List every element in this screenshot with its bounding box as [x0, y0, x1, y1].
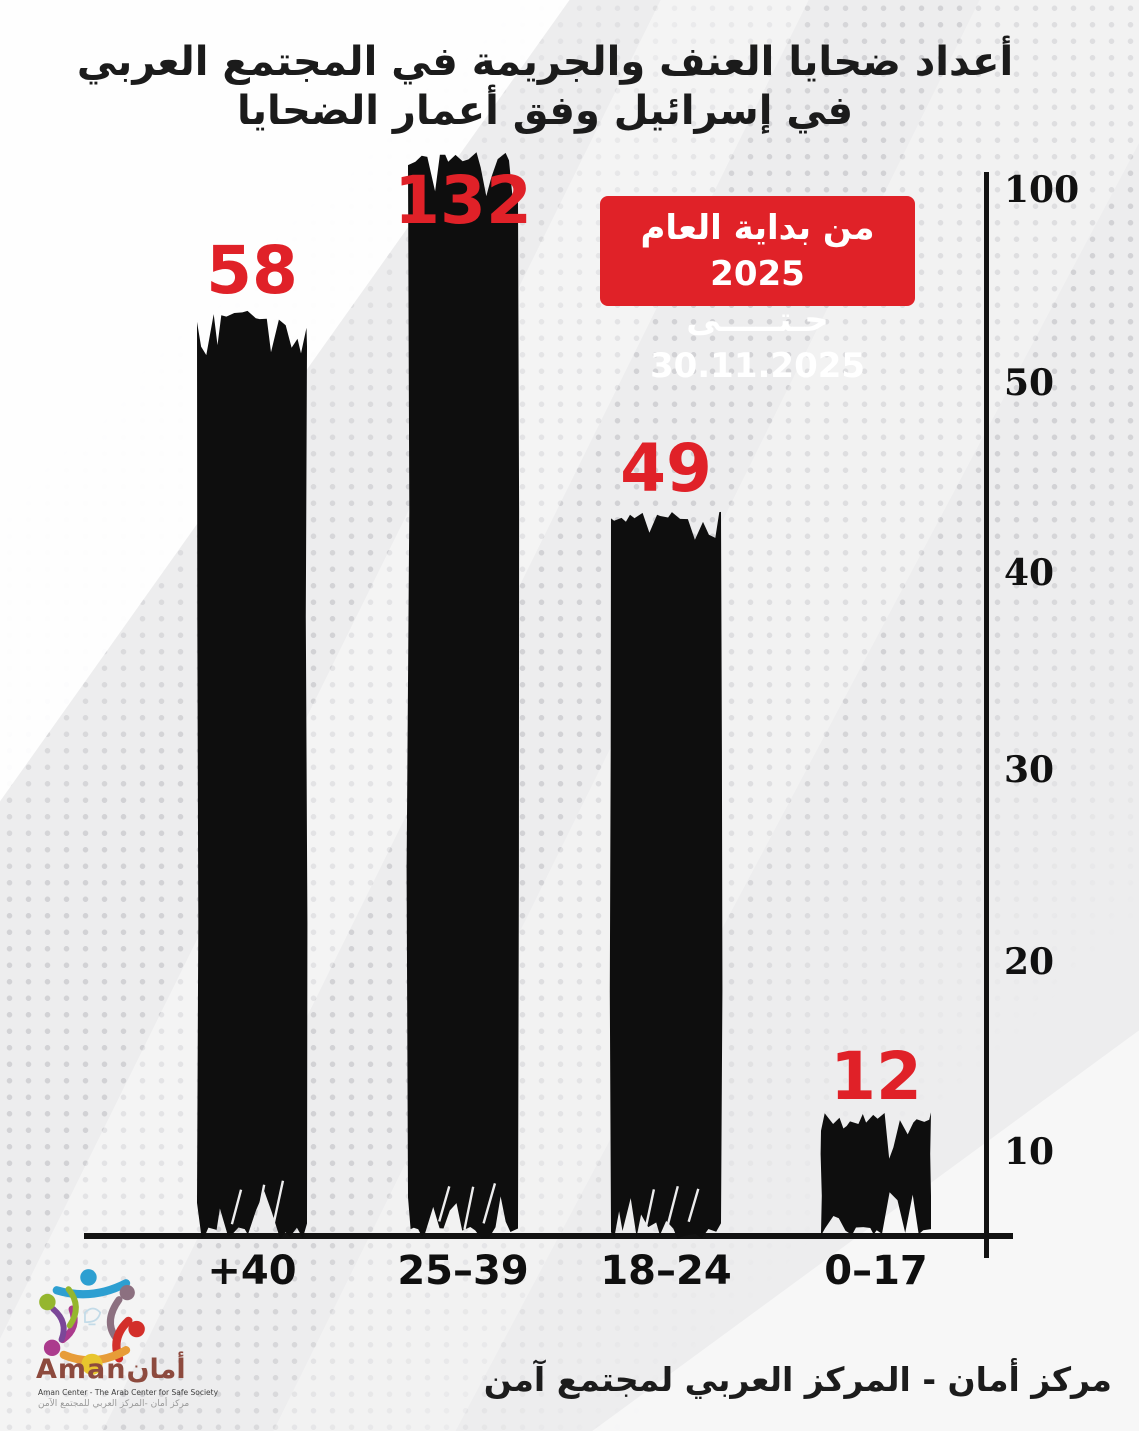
- y-tick-label: 20: [1004, 941, 1055, 983]
- bar-value-label: 58: [206, 232, 298, 309]
- bar-0–17: [820, 1112, 931, 1236]
- bar-18–24: [609, 511, 723, 1239]
- y-tick-label: 50: [1004, 362, 1055, 404]
- bar-value-label: 132: [394, 162, 532, 239]
- x-category-label: 18–24: [600, 1248, 732, 1294]
- title-line2: في إسرائيل وفق أعمار الضحايا: [236, 88, 854, 134]
- x-category-label: 25–39: [397, 1248, 529, 1294]
- x-category-label: 0–17: [824, 1248, 928, 1294]
- x-axis-line: [84, 1233, 1013, 1239]
- badge-line2: حـتـــــى 30.11.2025: [649, 300, 866, 386]
- logo-wordmark: Amanأمان: [36, 1354, 186, 1385]
- logo-caption-ar: مركز أمان -المركز العربي للمجتمع الآمن: [38, 1399, 190, 1409]
- aman-logo: Amanأمان Aman Center - The Arab Center f…: [32, 1268, 262, 1409]
- title-line1: أعداد ضحايا العنف والجريمة في المجتمع ال…: [76, 39, 1014, 85]
- bar-+40: [197, 310, 308, 1239]
- bar-value-label: 12: [830, 1038, 922, 1115]
- y-tick-label: 10: [1004, 1131, 1055, 1173]
- bar-25–39: [406, 152, 520, 1239]
- source-text: مركز أمان - المركز العربي لمجتمع آمن: [483, 1360, 1112, 1399]
- y-tick-label: 100: [1004, 169, 1080, 211]
- x-category-label: +40: [207, 1248, 297, 1294]
- aman-logo-icon: [39, 1269, 145, 1375]
- badge-line1: من بداية العام 2025: [640, 208, 875, 294]
- page-title: أعداد ضحايا العنف والجريمة في المجتمع ال…: [0, 38, 1090, 136]
- y-tick-label: 30: [1004, 749, 1055, 791]
- logo-caption-en: Aman Center - The Arab Center for Safe S…: [38, 1388, 219, 1397]
- y-tick-label: 40: [1004, 552, 1055, 594]
- bar-value-label: 49: [620, 430, 712, 507]
- y-axis-line: [984, 172, 989, 1258]
- date-range-badge: من بداية العام 2025 حـتـــــى 30.11.2025: [600, 196, 915, 386]
